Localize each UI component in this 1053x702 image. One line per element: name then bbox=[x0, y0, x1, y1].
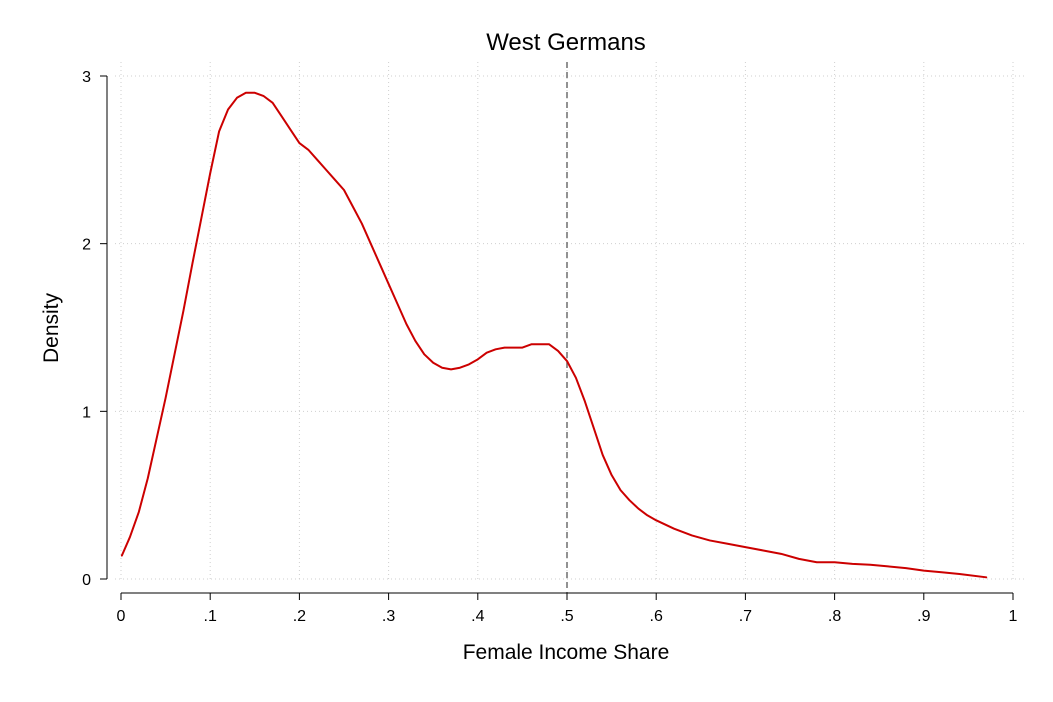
series-layer bbox=[120, 91, 988, 579]
x-tick-label: .6 bbox=[650, 608, 663, 625]
x-tick-label: 1 bbox=[1009, 608, 1018, 625]
axes: 0 .1 .2 .3 .4 .5 .6 .7 .8 .9 1 0 1 2 3 bbox=[82, 69, 1017, 625]
x-tick-label: 0 bbox=[117, 608, 126, 625]
x-tick-label: .3 bbox=[382, 608, 395, 625]
x-tick-label: .8 bbox=[828, 608, 841, 625]
series-line-0 bbox=[120, 91, 988, 579]
x-tick-label: .5 bbox=[560, 608, 573, 625]
x-tick-label: .7 bbox=[739, 608, 752, 625]
x-tick-label: .1 bbox=[204, 608, 217, 625]
x-tick-label: .4 bbox=[471, 608, 484, 625]
gridlines bbox=[115, 62, 1027, 581]
x-tick-label: .9 bbox=[917, 608, 930, 625]
y-axis-label: Density bbox=[40, 292, 63, 363]
chart-title: West Germans bbox=[486, 29, 646, 56]
x-tick-label: .2 bbox=[293, 608, 306, 625]
x-axis-label: Female Income Share bbox=[463, 641, 670, 664]
y-tick-label: 0 bbox=[82, 572, 91, 589]
y-tick-label: 1 bbox=[82, 404, 91, 421]
y-tick-label: 2 bbox=[82, 237, 91, 254]
y-tick-label: 3 bbox=[82, 69, 91, 86]
